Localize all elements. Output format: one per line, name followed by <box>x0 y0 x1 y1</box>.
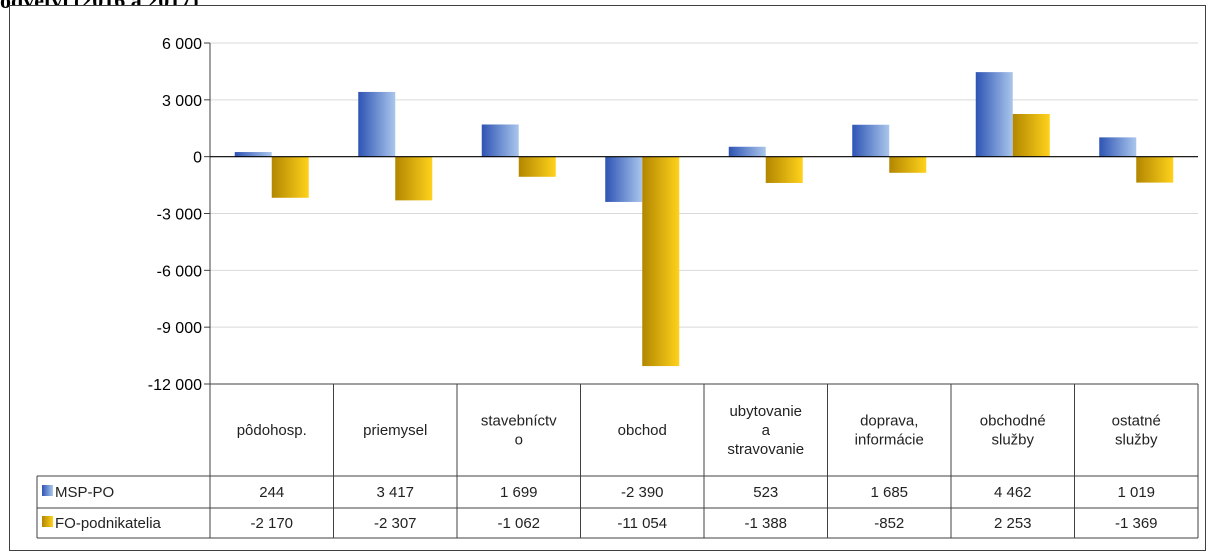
y-tick-label: 3 000 <box>162 93 202 110</box>
bar-msp-po <box>852 124 890 157</box>
data-label: 2 253 <box>994 515 1032 532</box>
gridlines <box>210 42 1198 385</box>
data-label: -1 369 <box>1115 515 1158 532</box>
category-label: priemysel <box>363 422 427 439</box>
bar-msp-po <box>975 72 1013 157</box>
data-label: 244 <box>259 484 284 501</box>
bar-msp-po <box>358 91 396 157</box>
data-label: -1 062 <box>497 515 540 532</box>
category-label: doprava, informácie <box>855 413 924 449</box>
bar-fo-podnikatelia <box>889 156 927 173</box>
bar-fo-podnikatelia <box>395 156 433 201</box>
data-label: 3 417 <box>376 484 414 501</box>
bars <box>234 72 1174 367</box>
data-label: 4 462 <box>994 484 1032 501</box>
axes: 6 000 3 000 0 -3 000 -6 000 -9 000 -12 000 <box>148 36 1198 394</box>
category-label: stavebníctv o <box>481 413 557 449</box>
category-label: obchod <box>618 422 667 439</box>
category-label: ostatné služby <box>1112 413 1161 449</box>
bar-msp-po <box>1099 137 1137 157</box>
data-label: -852 <box>874 515 904 532</box>
y-tick-label: 0 <box>193 150 202 167</box>
data-label: 523 <box>753 484 778 501</box>
bar-msp-po <box>728 146 766 157</box>
y-tick-label: -9 000 <box>157 320 202 337</box>
data-label: -2 307 <box>374 515 417 532</box>
bar-fo-podnikatelia <box>271 156 309 198</box>
data-label: -2 170 <box>250 515 293 532</box>
bar-fo-podnikatelia <box>642 156 680 367</box>
category-label: ubytovanie a stravovanie <box>727 403 804 458</box>
data-label: -2 390 <box>621 484 664 501</box>
legend-label: FO-podnikatelia <box>55 515 162 532</box>
category-label: pôdohosp. <box>237 422 307 439</box>
y-tick-label: -6 000 <box>157 263 202 280</box>
data-label: 1 699 <box>500 484 538 501</box>
bar-msp-po <box>481 124 519 157</box>
bar-fo-podnikatelia <box>518 156 556 177</box>
bar-msp-po <box>234 152 272 157</box>
data-label: -11 054 <box>617 515 667 532</box>
bar-fo-podnikatelia <box>765 156 803 183</box>
data-label: 1 685 <box>870 484 908 501</box>
y-tick-label: -12 000 <box>148 377 202 394</box>
legend-label: MSP-PO <box>55 484 114 501</box>
bar-fo-podnikatelia <box>1012 113 1050 157</box>
y-tick-label: 6 000 <box>162 36 202 53</box>
legend-key-fo-podnikatelia <box>42 516 53 527</box>
category-label: obchodné služby <box>980 413 1046 449</box>
bar-msp-po <box>605 156 643 202</box>
legend-key-msp-po <box>42 485 53 496</box>
bar-fo-podnikatelia <box>1136 156 1174 183</box>
data-label: 1 019 <box>1117 484 1155 501</box>
data-label: -1 388 <box>744 515 787 532</box>
y-tick-label: -3 000 <box>157 207 202 224</box>
data-table: pôdohosp. priemysel stavebníctv o obchod ubyt… <box>36 383 1199 539</box>
